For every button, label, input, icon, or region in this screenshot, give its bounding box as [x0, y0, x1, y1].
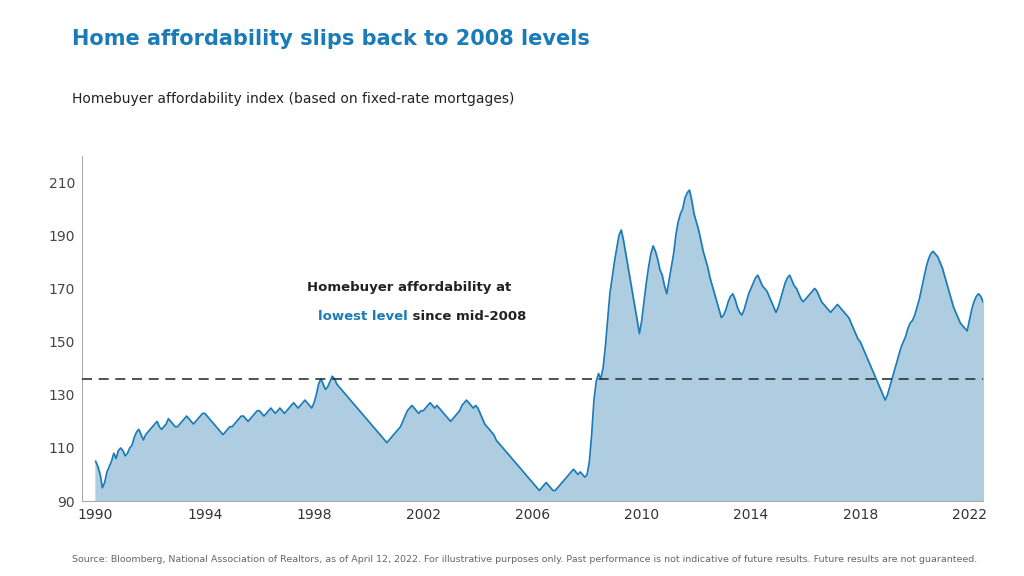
Text: Source: Bloomberg, National Association of Realtors, as of April 12, 2022. For i: Source: Bloomberg, National Association … [72, 555, 977, 564]
Text: Homebuyer affordability at: Homebuyer affordability at [307, 281, 512, 294]
Text: Homebuyer affordability index (based on fixed-rate mortgages): Homebuyer affordability index (based on … [72, 92, 514, 106]
Text: Home affordability slips back to 2008 levels: Home affordability slips back to 2008 le… [72, 29, 590, 49]
Text: lowest level: lowest level [318, 310, 409, 323]
Text: since mid-2008: since mid-2008 [409, 310, 526, 323]
